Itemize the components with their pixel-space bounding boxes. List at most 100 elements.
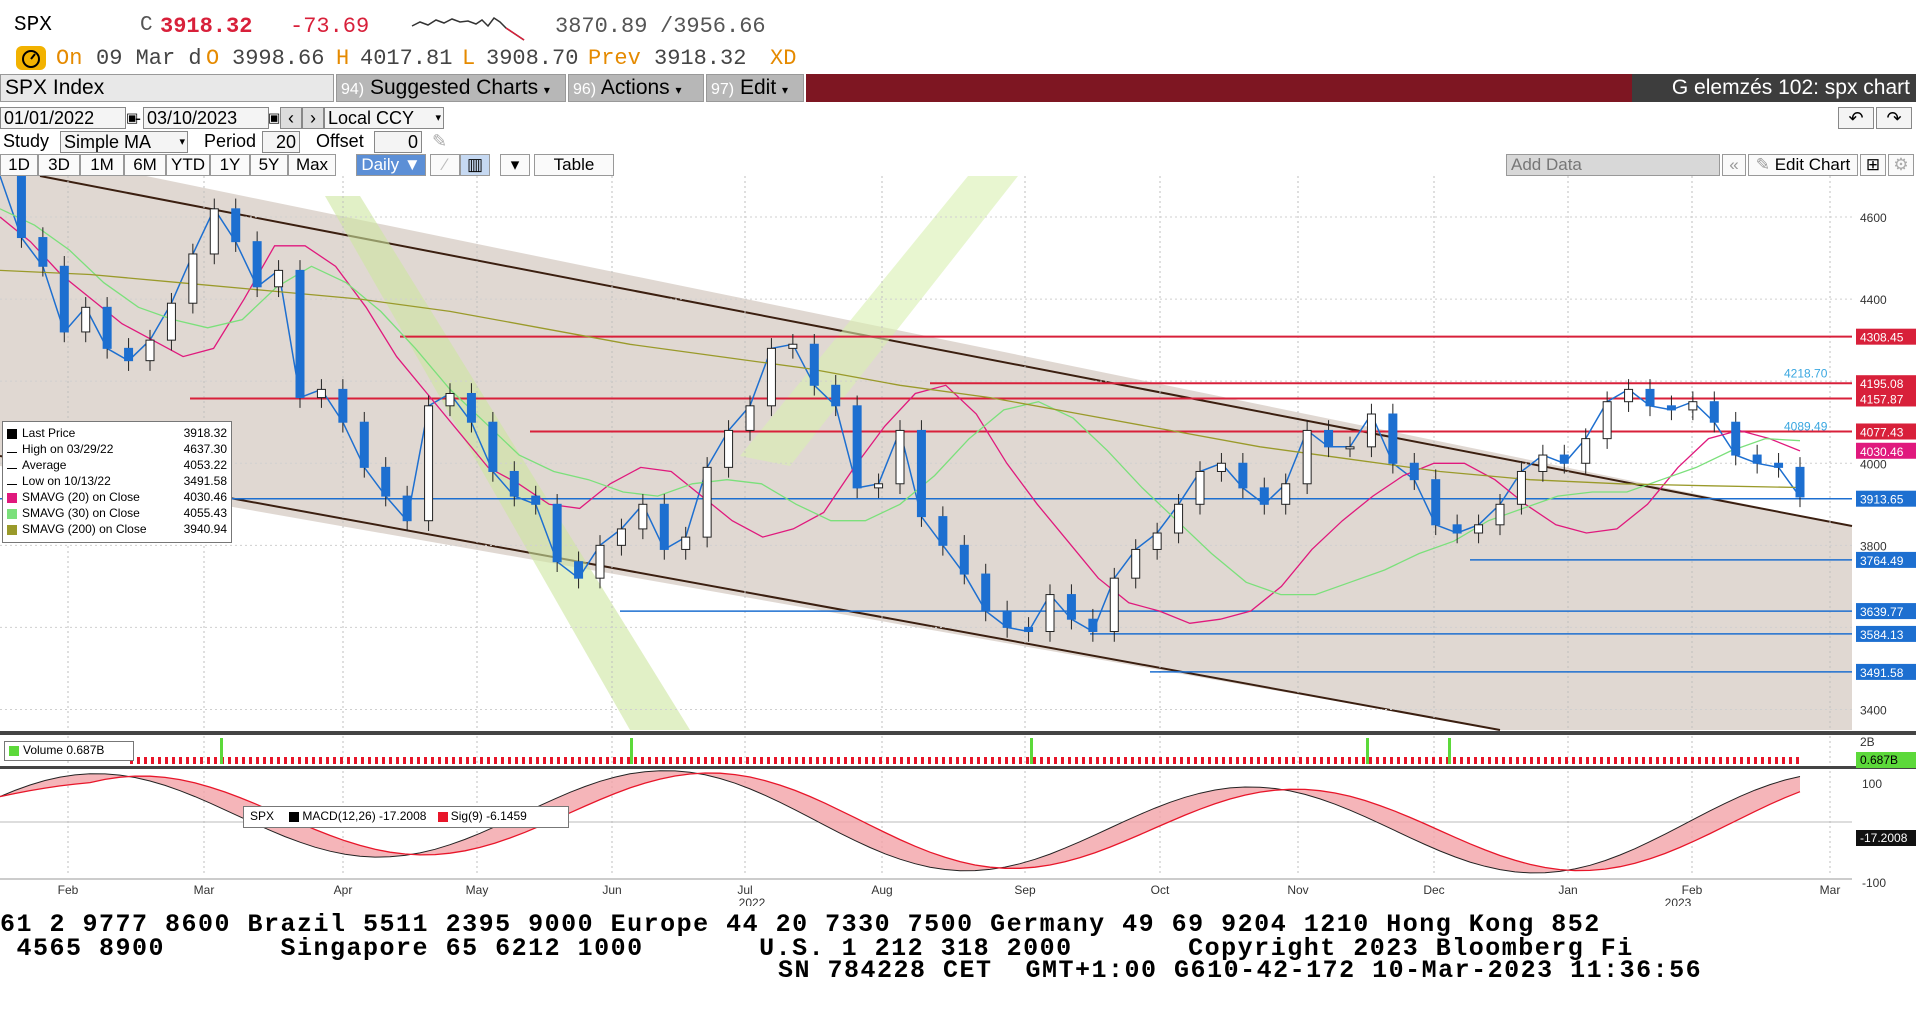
volume-bar: [1040, 757, 1043, 764]
candle-body: [38, 237, 48, 267]
end-date-field[interactable]: 03/10/2023: [143, 107, 269, 129]
volume-bar: [1607, 757, 1610, 764]
volume-bar: [907, 757, 910, 764]
actions-menu[interactable]: 96) Actions ▾: [568, 74, 704, 102]
volume-bar: [1635, 757, 1638, 764]
edit-chart-button[interactable]: ✎ Edit Chart: [1748, 154, 1858, 176]
candle-body: [209, 208, 219, 255]
candle-body: [1538, 454, 1548, 472]
security-field[interactable]: SPX Index: [0, 74, 334, 102]
volume-bar: [1448, 738, 1451, 764]
price-tag: [1856, 390, 1916, 407]
prev-value: 3918.32: [654, 46, 747, 71]
frequency-select[interactable]: Daily ▼: [356, 154, 426, 176]
line-chart-icon[interactable]: ⁄: [430, 154, 460, 176]
volume-bar: [368, 757, 371, 764]
volume-bar: [256, 757, 259, 764]
volume-bar: [585, 757, 588, 764]
period-input[interactable]: 20: [262, 131, 300, 153]
edit-chart-label: Edit Chart: [1774, 155, 1851, 174]
volume-bar: [1299, 757, 1302, 764]
volume-bar: [1082, 757, 1085, 764]
range-button-max[interactable]: Max: [288, 154, 336, 176]
pencil-icon[interactable]: ✎: [432, 131, 448, 151]
currency-select[interactable]: Local CCY ▾: [324, 107, 444, 129]
volume-bar: [179, 757, 182, 764]
alert-icon[interactable]: [16, 46, 46, 70]
undo-button[interactable]: ↶: [1838, 107, 1874, 129]
legend-item: Last Price 3918.32: [7, 426, 227, 441]
study-select[interactable]: Simple MA ▾: [60, 131, 188, 153]
bar-chart-icon[interactable]: ▥: [460, 154, 490, 176]
volume-bar: [662, 757, 665, 764]
range-button-3d[interactable]: 3D: [38, 154, 80, 176]
range-button-6m[interactable]: 6M: [124, 154, 166, 176]
range-button-1d[interactable]: 1D: [0, 154, 38, 176]
volume-bar: [630, 738, 633, 764]
gear-icon[interactable]: ⚙: [1888, 154, 1914, 176]
start-date-field[interactable]: 01/01/2022: [0, 107, 126, 129]
volume-bar: [1327, 757, 1330, 764]
volume-bar: [1432, 757, 1435, 764]
volume-bar: [914, 757, 917, 764]
candle-body: [745, 405, 755, 431]
chart-settings-icon[interactable]: ⊞: [1860, 154, 1886, 176]
price-tag: [1856, 375, 1916, 392]
volume-bar: [1201, 757, 1204, 764]
volume-bar: [1383, 757, 1386, 764]
volume-bar: [1775, 757, 1778, 764]
volume-bar: [529, 757, 532, 764]
range-button-5y[interactable]: 5Y: [250, 154, 288, 176]
volume-bar: [277, 757, 280, 764]
trend-channel-fill: [0, 176, 1852, 730]
legend-item: SMAVG (30) on Close 4055.43: [7, 506, 227, 521]
suggested-charts-menu[interactable]: 94) Suggested Charts ▾: [336, 74, 566, 102]
volume-bar: [1649, 757, 1652, 764]
main-toolbar: SPX Index 94) Suggested Charts ▾ 96) Act…: [0, 74, 1916, 102]
redo-button[interactable]: ↷: [1876, 107, 1912, 129]
candle-body: [1624, 388, 1634, 403]
edit-menu[interactable]: 97) Edit ▾: [706, 74, 804, 102]
candle-body: [1666, 405, 1676, 411]
more-options-button[interactable]: ▾: [500, 154, 530, 176]
volume-bar: [1684, 757, 1687, 764]
candle-body: [424, 405, 434, 522]
candle-body: [1302, 429, 1312, 485]
offset-input[interactable]: 0: [374, 131, 422, 153]
volume-bar: [1110, 757, 1113, 764]
candle-body: [1345, 446, 1355, 450]
next-period-button[interactable]: ›: [302, 107, 324, 129]
price-tag: [1856, 625, 1916, 642]
volume-bar: [1670, 757, 1673, 764]
volume-bar: [865, 757, 868, 764]
calendar-icon[interactable]: ▣: [268, 110, 281, 125]
candle-body: [231, 208, 241, 243]
y-tick-label: 3800: [1860, 539, 1887, 553]
volume-bar: [1236, 757, 1239, 764]
prev-period-button[interactable]: ‹: [280, 107, 302, 129]
calendar-icon[interactable]: ▣: [126, 110, 139, 125]
volume-bar: [1579, 757, 1582, 764]
candle-body: [1216, 462, 1226, 472]
volume-bar: [634, 757, 637, 764]
volume-bar: [851, 757, 854, 764]
volume-bar: [606, 757, 609, 764]
legend-label: SMAVG (20) on Close: [22, 490, 140, 504]
table-button[interactable]: Table: [534, 154, 614, 176]
volume-bar: [263, 757, 266, 764]
collapse-icon[interactable]: «: [1722, 154, 1746, 176]
price-tag: [1856, 663, 1916, 680]
range-button-1y[interactable]: 1Y: [210, 154, 250, 176]
price-tag: [1856, 328, 1916, 345]
volume-bar: [1033, 757, 1036, 764]
volume-bar: [291, 757, 294, 764]
range-button-ytd[interactable]: YTD: [166, 154, 210, 176]
volume-bar: [1138, 757, 1141, 764]
volume-bar: [466, 757, 469, 764]
price-chart[interactable]: 4600440042004000380034004308.454195.0841…: [0, 176, 1916, 906]
add-data-input[interactable]: Add Data: [1506, 154, 1720, 176]
candle-body: [616, 528, 626, 546]
volume-bar: [333, 757, 336, 764]
volume-bar: [1530, 757, 1533, 764]
range-button-1m[interactable]: 1M: [80, 154, 124, 176]
